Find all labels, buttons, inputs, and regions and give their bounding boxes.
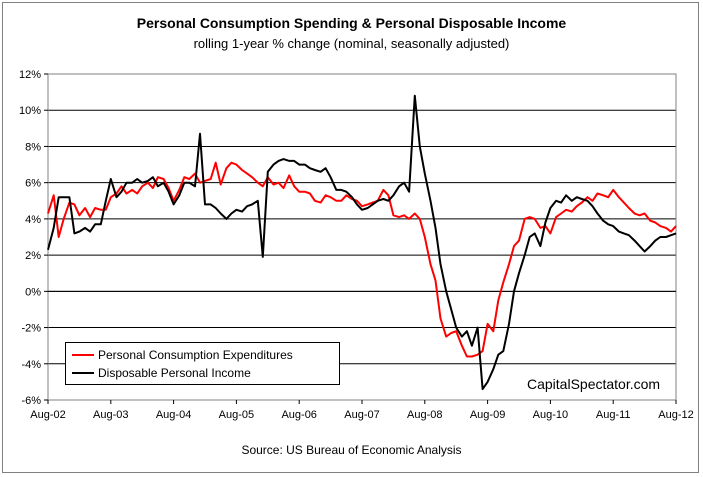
- x-axis-ticks: Aug-02 Aug-03 Aug-04 Aug-05 Aug-06 Aug-07 Aug-…: [30, 400, 694, 421]
- x-tick-label: Aug-03: [93, 409, 128, 421]
- y-tick-label: 0%: [25, 286, 41, 298]
- x-tick-label: Aug-04: [156, 409, 191, 421]
- legend-label-dpi: Disposable Personal Income: [98, 366, 251, 380]
- x-tick-label: Aug-08: [407, 409, 442, 421]
- series-line-pce: [47, 161, 677, 358]
- x-tick-label: Aug-11: [596, 409, 631, 421]
- watermark: CapitalSpectator.com: [527, 376, 661, 392]
- x-tick-label: Aug-07: [344, 409, 379, 421]
- series-lines: [47, 94, 677, 391]
- grid-lines: [48, 73, 676, 365]
- y-tick-label: 2%: [25, 250, 41, 262]
- legend-item-pce: Personal Consumption Expenditures: [72, 347, 293, 363]
- x-tick-label: Aug-09: [470, 409, 505, 421]
- chart-frame: [2, 2, 699, 473]
- y-tick-label: 6%: [25, 178, 41, 190]
- x-tick-label: Aug-12: [658, 409, 693, 421]
- source-note: Source: US Bureau of Economic Analysis: [241, 443, 462, 457]
- chart-subtitle: rolling 1-year % change (nominal, season…: [193, 36, 510, 51]
- y-tick-label: 4%: [25, 214, 41, 226]
- y-tick-label: 8%: [25, 141, 41, 153]
- series-line-dpi: [47, 94, 677, 391]
- legend-item-dpi: Disposable Personal Income: [72, 365, 251, 381]
- legend-swatch-dpi: [72, 372, 94, 374]
- x-tick-label: Aug-10: [533, 409, 568, 421]
- y-tick-label: -6%: [21, 395, 41, 407]
- y-tick-label: 10%: [19, 105, 41, 117]
- x-tick-label: Aug-02: [30, 409, 65, 421]
- chart-title: Personal Consumption Spending & Personal…: [136, 15, 567, 31]
- y-axis-ticks: 12% 10% 8% 6% 4% 2% 0% -2% -4% -6%: [19, 69, 48, 407]
- y-tick-label: -2%: [21, 323, 41, 335]
- y-tick-label: 12%: [19, 69, 41, 81]
- x-tick-label: Aug-06: [281, 409, 316, 421]
- legend-swatch-pce: [72, 354, 94, 356]
- legend: Personal Consumption Expenditures Dispos…: [65, 342, 340, 385]
- legend-label-pce: Personal Consumption Expenditures: [98, 348, 293, 362]
- x-tick-label: Aug-05: [219, 409, 254, 421]
- y-tick-label: -4%: [21, 359, 41, 371]
